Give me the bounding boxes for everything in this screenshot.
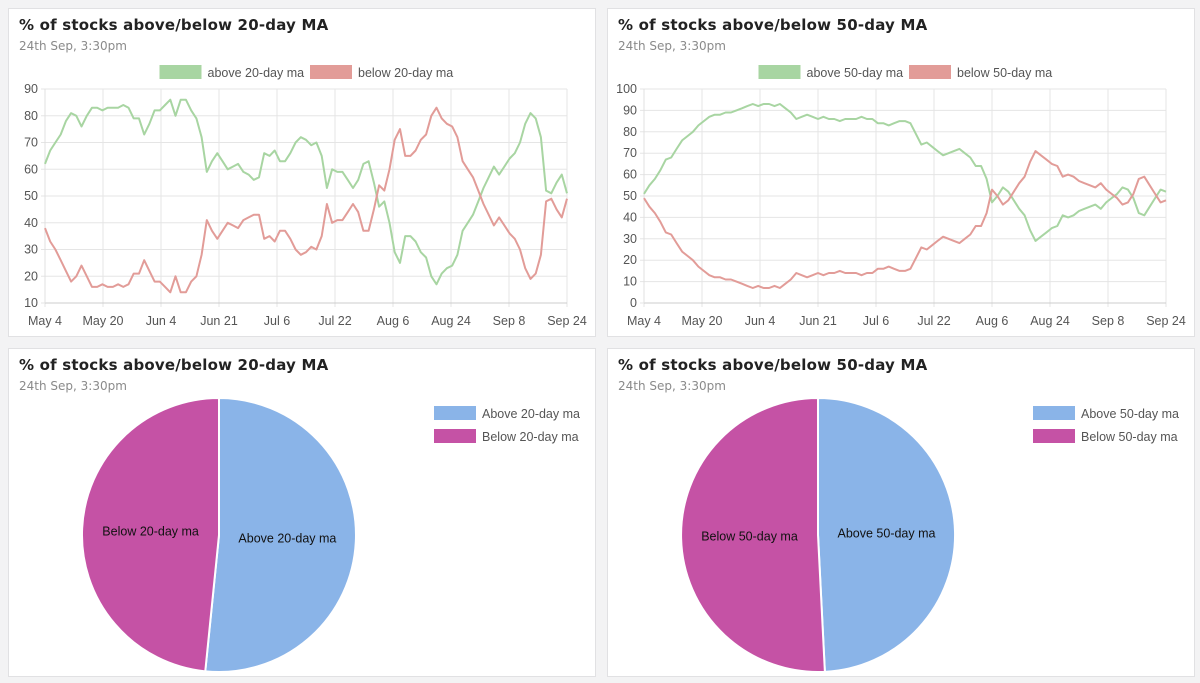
card-title: % of stocks above/below 50-day MA — [618, 16, 928, 34]
pie-slice-below — [680, 396, 826, 673]
x-tick-label: Jun 4 — [146, 314, 177, 328]
legend-swatch-above — [1033, 406, 1075, 420]
x-tick-label: Aug 6 — [976, 314, 1009, 328]
legend-swatch-above — [758, 65, 801, 79]
series-line-below — [643, 150, 1167, 289]
legend: Above 20-day ma Below 20-day ma — [434, 406, 580, 444]
y-tick-label: 10 — [623, 275, 637, 289]
y-tick-label: 10 — [24, 296, 38, 310]
legend-swatch-above — [434, 406, 476, 420]
pie-label-above: Above 50-day ma — [838, 526, 936, 540]
y-tick-label: 20 — [623, 253, 637, 267]
y-tick-label: 40 — [623, 210, 637, 224]
legend-label-above: Above 20-day ma — [482, 407, 580, 421]
legend-swatch-above — [159, 65, 202, 79]
chart-card-pie-20day: % of stocks above/below 20-day MA 24th S… — [8, 348, 596, 677]
pie-label-below: Below 50-day ma — [701, 530, 798, 544]
x-tick-label: Jun 21 — [200, 314, 238, 328]
x-tick-label: May 4 — [28, 314, 62, 328]
legend-swatch-below — [1033, 429, 1075, 443]
x-tick-label: Sep 24 — [1146, 314, 1186, 328]
card-subtitle-timestamp: 24th Sep, 3:30pm — [618, 379, 726, 393]
x-tick-label: Aug 6 — [377, 314, 410, 328]
y-tick-label: 30 — [623, 232, 637, 246]
x-tick-label: Aug 24 — [1030, 314, 1070, 328]
card-subtitle-timestamp: 24th Sep, 3:30pm — [19, 39, 127, 53]
y-tick-label: 40 — [24, 216, 38, 230]
series-line-below — [44, 106, 568, 294]
x-tick-label: May 20 — [682, 314, 723, 328]
line-chart-50day: above 50-day ma below 50-day ma 0 10 20 30 40 5… — [616, 65, 1186, 328]
x-tick-label: Jun 21 — [799, 314, 837, 328]
card-title: % of stocks above/below 20-day MA — [19, 356, 329, 374]
legend-label-below: Below 50-day ma — [1081, 430, 1178, 444]
x-tick-label: Jun 4 — [745, 314, 776, 328]
y-tick-label: 80 — [623, 125, 637, 139]
legend-label-below: Below 20-day ma — [482, 430, 579, 444]
x-tick-label: May 4 — [627, 314, 661, 328]
x-tick-label: Aug 24 — [431, 314, 471, 328]
legend-label-above: above 50-day ma — [807, 66, 904, 80]
legend-swatch-below — [909, 65, 951, 79]
legend: above 50-day ma below 50-day ma — [758, 65, 1052, 80]
card-title: % of stocks above/below 50-day MA — [618, 356, 928, 374]
y-tick-label: 20 — [24, 269, 38, 283]
x-tick-label: Sep 24 — [547, 314, 587, 328]
card-subtitle-timestamp: 24th Sep, 3:30pm — [19, 379, 127, 393]
y-tick-label: 90 — [24, 82, 38, 96]
y-tick-label: 100 — [616, 82, 637, 96]
pie-slice-above — [204, 396, 357, 673]
y-tick-label: 60 — [623, 168, 637, 182]
series-line-above — [643, 103, 1167, 242]
y-tick-label: 50 — [623, 189, 637, 203]
chart-card-line-50day: % of stocks above/below 50-day MA 24th S… — [607, 8, 1195, 337]
x-tick-label: Jul 22 — [318, 314, 351, 328]
chart-card-line-20day: % of stocks above/below 20-day MA 24th S… — [8, 8, 596, 337]
x-tick-label: May 20 — [83, 314, 124, 328]
legend-swatch-below — [310, 65, 352, 79]
x-tick-label: Jul 22 — [917, 314, 950, 328]
y-tick-label: 30 — [24, 243, 38, 257]
y-tick-label: 60 — [24, 162, 38, 176]
card-title: % of stocks above/below 20-day MA — [19, 16, 329, 34]
y-tick-label: 70 — [623, 146, 637, 160]
legend: Above 50-day ma Below 50-day ma — [1033, 406, 1179, 444]
x-tick-label: Sep 8 — [1092, 314, 1125, 328]
pie-label-below: Below 20-day ma — [102, 525, 199, 539]
pie-slice-below — [80, 396, 220, 673]
pie-slice-above — [817, 396, 957, 673]
legend-label-above: Above 50-day ma — [1081, 407, 1179, 421]
y-tick-label: 80 — [24, 109, 38, 123]
line-chart-20day: above 20-day ma below 20-day ma 10 20 30 40 50… — [24, 65, 587, 328]
series-line-above — [44, 98, 568, 286]
legend-swatch-below — [434, 429, 476, 443]
chart-card-pie-50day: % of stocks above/below 50-day MA 24th S… — [607, 348, 1195, 677]
y-tick-label: 50 — [24, 189, 38, 203]
card-subtitle-timestamp: 24th Sep, 3:30pm — [618, 39, 726, 53]
x-tick-label: Jul 6 — [264, 314, 290, 328]
legend-label-below: below 20-day ma — [358, 66, 453, 80]
legend-label-above: above 20-day ma — [208, 66, 305, 80]
pie-label-above: Above 20-day ma — [238, 531, 336, 545]
x-tick-label: Jul 6 — [863, 314, 889, 328]
y-tick-label: 70 — [24, 136, 38, 150]
legend-label-below: below 50-day ma — [957, 66, 1052, 80]
legend: above 20-day ma below 20-day ma — [159, 65, 453, 80]
y-tick-label: 0 — [630, 296, 637, 310]
x-tick-label: Sep 8 — [493, 314, 526, 328]
y-tick-label: 90 — [623, 103, 637, 117]
